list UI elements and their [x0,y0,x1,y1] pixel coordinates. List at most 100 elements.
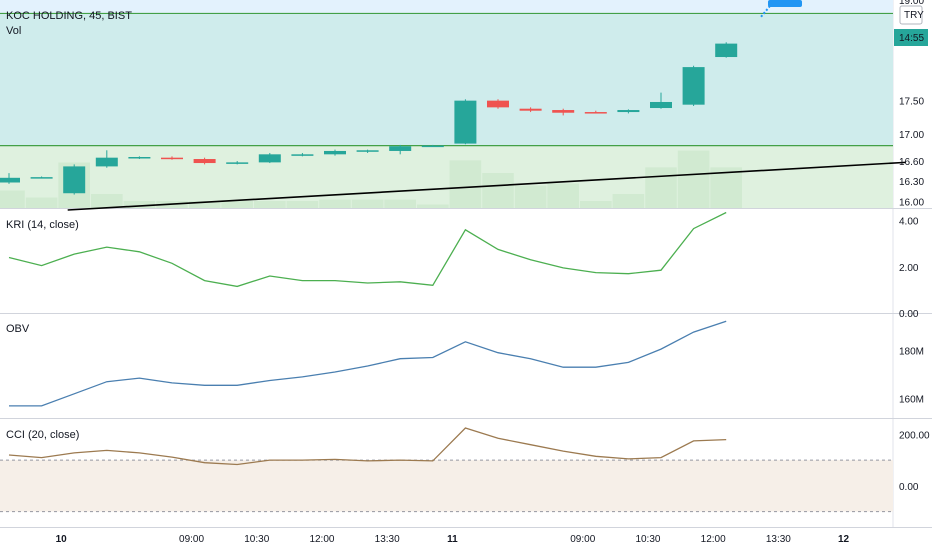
candle-body [487,100,509,108]
volume-bar [547,183,579,208]
candle[interactable] [421,144,444,148]
candle[interactable] [356,149,379,153]
indicator-tick-label: 2.00 [899,263,919,274]
indicator-tick-label: 160M [899,395,924,406]
candle-body [617,110,640,113]
volume-bar [0,190,25,208]
volume-bar [286,201,319,208]
candle[interactable] [193,157,216,165]
candle[interactable] [617,109,640,114]
volume-bar [482,173,514,208]
time-tick-label: 12 [838,534,850,545]
price-axes: 19.00 17.50 17.00 16.60 16.30 16.00 4.00 2.00 0.… [899,0,930,493]
price-tick-label: 16.30 [899,177,924,188]
volume-bar [677,150,710,208]
time-tick-label: 10:30 [635,534,660,545]
volume-bar [514,185,547,208]
price-tick-label: 16.60 [899,157,924,168]
top-band [0,0,893,14]
indicator-panes[interactable] [0,211,893,513]
indicator-tick-label: 200.00 [899,430,930,441]
obv-line[interactable] [9,320,727,407]
currency-badge-box [899,5,923,25]
candle[interactable] [389,144,412,155]
candle[interactable] [324,149,346,156]
time-tick-label: 09:00 [570,534,595,545]
candle[interactable] [552,108,575,116]
cci-pane-title: CCI (20, close) [6,429,79,441]
indicator-tick-label: 4.00 [899,217,919,228]
candle-body [291,154,314,156]
candle[interactable] [715,42,738,58]
candle[interactable] [128,156,151,160]
candle[interactable] [487,99,509,109]
candle[interactable] [226,161,249,165]
indicator-tick-label: 0.00 [899,482,919,493]
candle-body [193,159,216,164]
volume-bar [319,199,351,208]
time-tick-label: 10:30 [244,534,269,545]
volume-bar [384,199,416,208]
volume-bar [580,201,612,208]
indicator-tick-label: 180M [899,346,924,357]
candle[interactable] [95,150,118,168]
candle[interactable] [63,164,86,195]
obv-pane-title: OBV [6,323,30,335]
candle[interactable] [291,152,314,157]
lower-zone [0,145,893,208]
trendline[interactable] [67,161,906,211]
price-tick-label: 16.00 [899,197,924,208]
price-pane[interactable] [0,0,906,211]
marker-stem [759,5,771,19]
time-tick-label: 09:00 [179,534,204,545]
price-tag: 14:55 [899,33,924,44]
kri-line[interactable] [8,211,727,288]
volume-label: Vol [6,25,21,37]
volume-bar [221,201,253,208]
candle[interactable] [454,99,477,145]
volume-bar [351,199,384,208]
candle-body [715,43,738,58]
candle-body [161,157,183,160]
candle-body [226,162,249,164]
candle[interactable] [258,152,281,164]
candle-body [650,101,672,109]
alert-marker-icon[interactable] [768,0,802,7]
pane-bg-2 [0,314,893,418]
candle[interactable] [30,176,53,179]
currency-badge: TRY [904,10,924,21]
candle-body [356,150,379,152]
candle-body [519,108,542,111]
candle[interactable] [650,92,672,109]
price-tick-label: 17.00 [899,130,924,141]
candle-body [324,150,346,155]
candle[interactable] [682,65,705,107]
price-tick-label: 19.00 [899,0,924,7]
volume-bar [123,201,156,208]
indicator-tick-label: 0.00 [899,309,919,320]
candle-body [389,146,412,151]
candle-body [454,100,477,144]
candle[interactable] [584,110,607,114]
upper-zone [0,13,893,146]
time-tick-label: 10 [56,534,68,545]
candle-body [63,166,86,194]
cci-line[interactable] [8,427,727,466]
time-axis: 10 09:00 10:30 12:00 13:30 11 09:00 10:30 12:00 1… [56,534,850,545]
candle[interactable] [519,107,542,113]
volume-bar [710,167,742,208]
candle-body [682,67,705,105]
time-tick-label: 12:00 [701,534,726,545]
volume-bar [417,204,449,208]
candle-body [30,177,53,179]
volume-bar [449,160,482,208]
kri-pane-title: KRI (14, close) [6,219,79,231]
candle[interactable] [161,156,183,160]
candle[interactable] [0,173,20,184]
candle-body [0,177,20,183]
candle-body [128,157,151,159]
price-tick-label: 17.50 [899,97,924,108]
volume-bar [91,194,123,208]
time-tick-label: 13:30 [375,534,400,545]
